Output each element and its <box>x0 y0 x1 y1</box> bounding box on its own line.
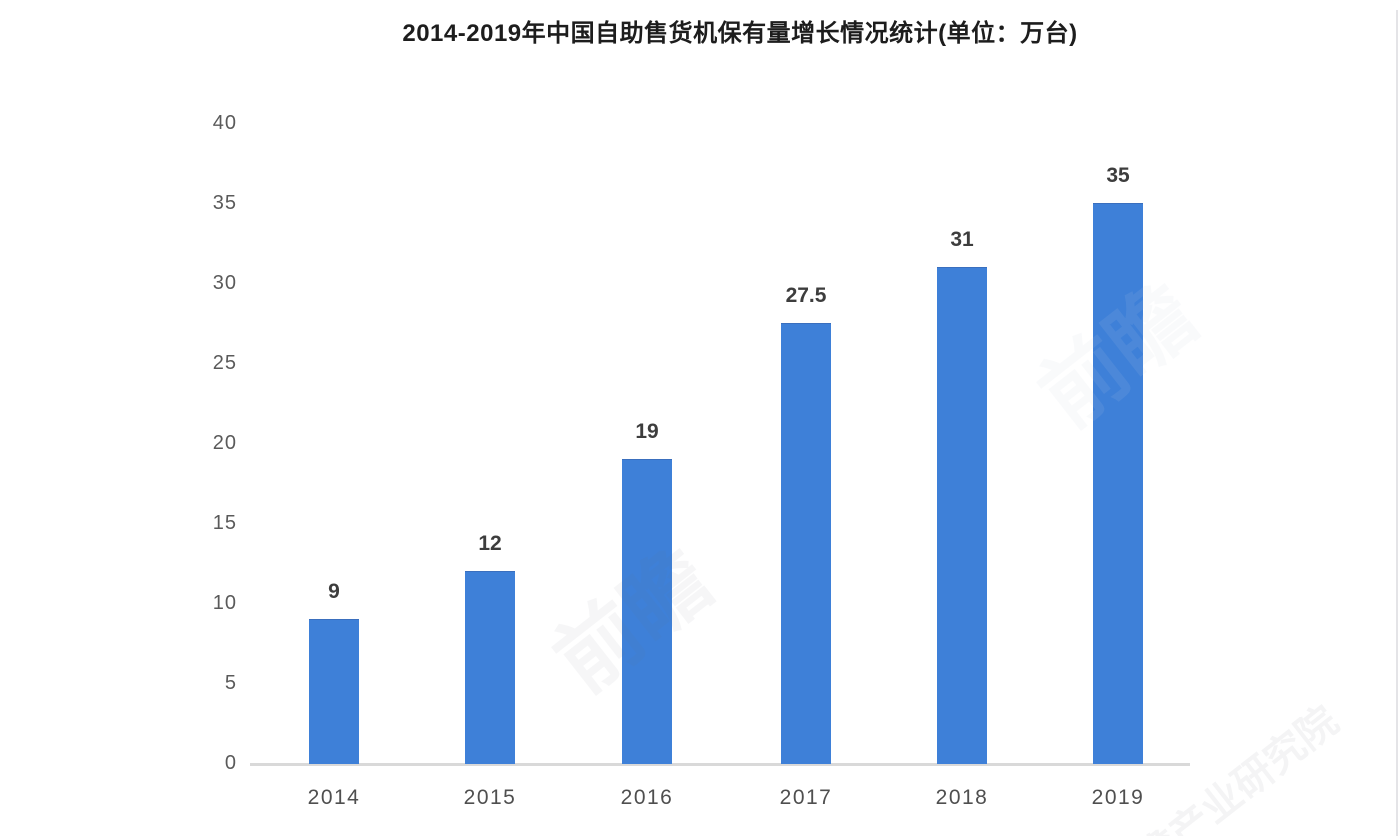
x-axis-line <box>250 763 1190 766</box>
right-border-line <box>1396 10 1398 836</box>
bar-2015 <box>465 571 515 764</box>
chart-title: 2014-2019年中国自助售货机保有量增长情况统计(单位：万台) <box>402 20 1078 47</box>
x-tick-label: 2015 <box>463 786 517 809</box>
bar-value-label: 27.5 <box>785 284 827 307</box>
bar-2014 <box>309 619 359 764</box>
bar-value-label: 31 <box>950 228 974 251</box>
y-tick-label: 0 <box>224 752 237 774</box>
x-tick-label: 2018 <box>935 786 989 809</box>
y-tick-label: 20 <box>212 432 237 454</box>
x-tick-label: 2014 <box>307 786 361 809</box>
bar-2017 <box>781 323 831 764</box>
x-tick-label: 2017 <box>779 786 833 809</box>
y-tick-label: 5 <box>224 672 237 694</box>
y-tick-label: 30 <box>212 272 237 294</box>
y-tick-label: 10 <box>212 592 237 614</box>
x-tick-label: 2016 <box>620 786 674 809</box>
bar-value-label: 9 <box>328 580 340 603</box>
bar-value-label: 19 <box>635 420 659 443</box>
bar-2016 <box>622 459 672 764</box>
bar-value-label: 12 <box>478 532 502 555</box>
bar-2019 <box>1093 203 1143 764</box>
y-tick-label: 35 <box>212 192 237 214</box>
bar-value-label: 35 <box>1106 164 1130 187</box>
y-tick-label: 15 <box>212 512 237 534</box>
x-tick-label: 2019 <box>1091 786 1145 809</box>
y-tick-label: 40 <box>212 112 237 134</box>
y-tick-label: 25 <box>212 352 237 374</box>
bar-2018 <box>937 267 987 764</box>
